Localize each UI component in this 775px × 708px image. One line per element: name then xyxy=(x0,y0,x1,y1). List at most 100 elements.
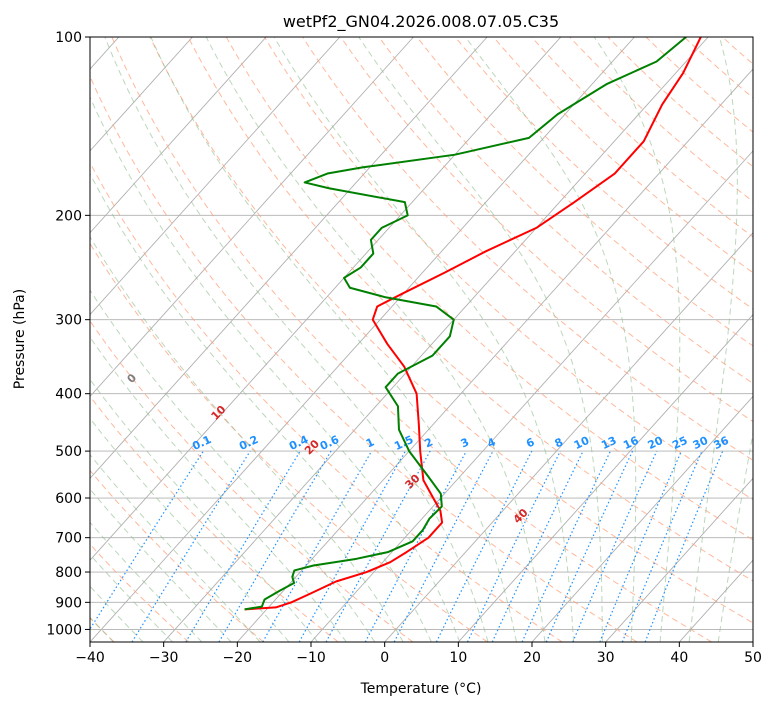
x-tick-label: 10 xyxy=(449,650,467,666)
dry-adiabat-line xyxy=(90,320,414,642)
moist-adiabat-line xyxy=(273,37,575,642)
mixing-ratio-label: 20 xyxy=(646,434,666,452)
mixing-ratio-lines xyxy=(90,450,724,642)
moist-adiabat-line xyxy=(90,453,261,642)
dry-adiabat-line xyxy=(111,37,712,642)
dry-adiabat-line xyxy=(454,37,753,310)
isotherm-line xyxy=(531,395,753,642)
moist-adiabats xyxy=(90,37,753,642)
isotherm-line xyxy=(90,37,635,642)
y-tick-label: 800 xyxy=(55,565,82,581)
y-tick-label: 400 xyxy=(55,387,82,403)
dry-adiabat-line xyxy=(90,161,563,642)
y-tick-label: 200 xyxy=(55,208,82,224)
moist-adiabat-line xyxy=(90,235,404,642)
moist-adiabat-line xyxy=(90,95,461,642)
mixing-ratio-line xyxy=(491,450,584,642)
dry-adiabat-line xyxy=(607,37,753,168)
x-axis-label: Temperature (°C) xyxy=(360,681,482,697)
x-tick-label: 30 xyxy=(597,650,615,666)
y-tick-label: 300 xyxy=(55,313,82,329)
isotherm-lines xyxy=(90,37,753,642)
y-tick-label: 1000 xyxy=(46,622,82,638)
mixing-ratio-label: 10 xyxy=(572,434,592,452)
moist-adiabat-line xyxy=(205,37,546,642)
x-tick-label: −30 xyxy=(149,650,179,666)
y-axis-label: Pressure (hPa) xyxy=(12,289,28,389)
y-tick-label: 500 xyxy=(55,444,82,460)
moist-adiabat-line xyxy=(104,37,489,642)
mixing-ratio-line xyxy=(298,450,406,642)
mixing-ratio-line xyxy=(90,450,204,631)
plot-area: 0.10.20.40.611.52346810131620253036-100-… xyxy=(90,37,753,642)
dry-adiabat-line xyxy=(90,75,638,642)
dry-adiabat-line xyxy=(225,37,753,541)
dry-adiabat-line xyxy=(493,37,753,274)
isotherm-line xyxy=(163,37,709,642)
dry-adiabat-line xyxy=(90,395,339,642)
y-tick-label: 900 xyxy=(55,595,82,611)
dry-adiabat-line xyxy=(340,37,753,423)
mixing-ratio-label: 30 xyxy=(691,434,711,452)
mixing-ratio-label: 13 xyxy=(599,434,618,452)
x-tick-label: 50 xyxy=(744,650,762,666)
dewpoint-line xyxy=(244,37,687,611)
x-tick-label: −40 xyxy=(75,650,105,666)
isotherm-line xyxy=(310,150,753,642)
reference-line-labels: 0.10.20.40.611.52346810131620253036-100-… xyxy=(125,371,732,526)
moist-adiabat-line xyxy=(464,37,637,642)
isotherm-line xyxy=(90,37,414,398)
moist-adiabat-line xyxy=(90,289,376,642)
y-tick-label: 700 xyxy=(55,531,82,547)
chart-title: wetPf2_GN04.2026.008.07.05.C35 xyxy=(283,12,559,32)
y-tick-label: 100 xyxy=(55,30,82,46)
dry-adiabat-line xyxy=(378,37,753,385)
dry-adiabat-line xyxy=(416,37,753,347)
isotherm-line xyxy=(90,37,562,561)
y-axis-ticks: 100 200 300 400 500 600 700 800 900 1000 xyxy=(46,30,90,638)
moist-adiabat-line xyxy=(688,37,738,642)
y-tick-label: 600 xyxy=(55,491,82,507)
x-tick-label: −10 xyxy=(296,650,326,666)
mixing-ratio-line xyxy=(218,450,332,642)
moist-adiabat-line xyxy=(717,430,753,642)
moist-adiabat-line xyxy=(90,336,347,642)
moist-adiabat-line xyxy=(593,37,681,642)
isotherm-line xyxy=(90,37,341,316)
isotherm-line xyxy=(90,37,193,152)
temperature-line xyxy=(244,37,702,611)
mixing-ratio-label: 36 xyxy=(712,434,732,452)
mixing-ratio-line xyxy=(185,450,301,642)
sounding-series xyxy=(244,37,702,611)
mixing-ratio-line xyxy=(545,450,634,642)
isotherm-line xyxy=(605,477,753,642)
isotherm-line xyxy=(457,313,753,642)
isotherm-line xyxy=(236,68,753,642)
mixing-ratio-line xyxy=(599,450,682,642)
mixing-ratio-line xyxy=(466,450,561,642)
x-tick-label: 20 xyxy=(523,650,541,666)
isotherm-line xyxy=(90,37,488,479)
x-tick-label: 40 xyxy=(670,650,688,666)
mixing-ratio-line xyxy=(325,450,431,642)
moist-adiabat-line xyxy=(90,378,319,642)
mixing-ratio-label: 16 xyxy=(621,434,641,452)
mixing-ratio-line xyxy=(621,450,703,642)
isotherm-line xyxy=(384,232,753,642)
dry-adiabats xyxy=(90,37,753,642)
x-tick-label: 0 xyxy=(380,650,389,666)
x-tick-label: −20 xyxy=(223,650,253,666)
moist-adiabat-line xyxy=(150,37,517,642)
plot-frame xyxy=(89,36,754,643)
dry-adiabat-line xyxy=(187,37,753,582)
moist-adiabat-line xyxy=(358,37,603,642)
moist-adiabat-line xyxy=(90,417,290,642)
mixing-ratio-line xyxy=(521,450,611,642)
dry-adiabat-line xyxy=(90,242,488,642)
dry-adiabat-line xyxy=(264,37,753,501)
mixing-ratio-line xyxy=(262,450,373,642)
isobar-gridlines xyxy=(90,37,753,630)
isotherm-line xyxy=(90,37,267,234)
